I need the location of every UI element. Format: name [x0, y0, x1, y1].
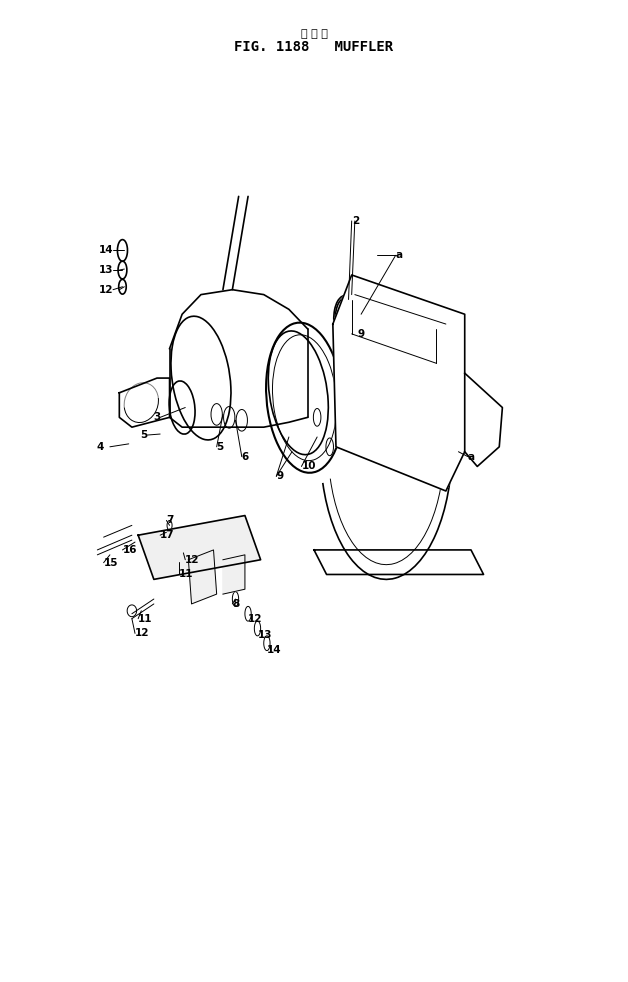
- Text: 11: 11: [179, 570, 193, 579]
- Text: a: a: [468, 452, 475, 462]
- Text: 5: 5: [140, 430, 148, 440]
- Text: マ フ ラ: マ フ ラ: [301, 29, 327, 39]
- Polygon shape: [188, 550, 217, 604]
- Text: FIG. 1188   MUFFLER: FIG. 1188 MUFFLER: [234, 40, 394, 54]
- Text: 9: 9: [358, 329, 365, 339]
- Text: 15: 15: [104, 558, 118, 568]
- Text: 12: 12: [185, 555, 200, 565]
- Text: 16: 16: [122, 545, 137, 555]
- Text: 13: 13: [257, 630, 272, 640]
- Polygon shape: [465, 373, 502, 466]
- Polygon shape: [223, 555, 245, 594]
- Text: 8: 8: [232, 599, 240, 609]
- Text: 12: 12: [99, 285, 113, 295]
- Text: 6: 6: [242, 452, 249, 462]
- Text: 12: 12: [135, 628, 149, 638]
- Text: 14: 14: [99, 246, 113, 255]
- Text: a: a: [396, 250, 403, 260]
- Text: 4: 4: [96, 442, 104, 452]
- Text: 7: 7: [166, 516, 174, 525]
- Text: 2: 2: [352, 216, 359, 226]
- Polygon shape: [138, 516, 261, 579]
- Text: 11: 11: [138, 614, 153, 624]
- Text: 13: 13: [99, 265, 113, 275]
- Text: 5: 5: [217, 442, 224, 452]
- Text: 3: 3: [153, 412, 160, 422]
- Text: 10: 10: [301, 462, 316, 471]
- Polygon shape: [333, 275, 465, 491]
- Text: 14: 14: [267, 645, 281, 655]
- Text: 12: 12: [248, 614, 263, 624]
- Text: 17: 17: [160, 530, 175, 540]
- Text: 9: 9: [276, 471, 283, 481]
